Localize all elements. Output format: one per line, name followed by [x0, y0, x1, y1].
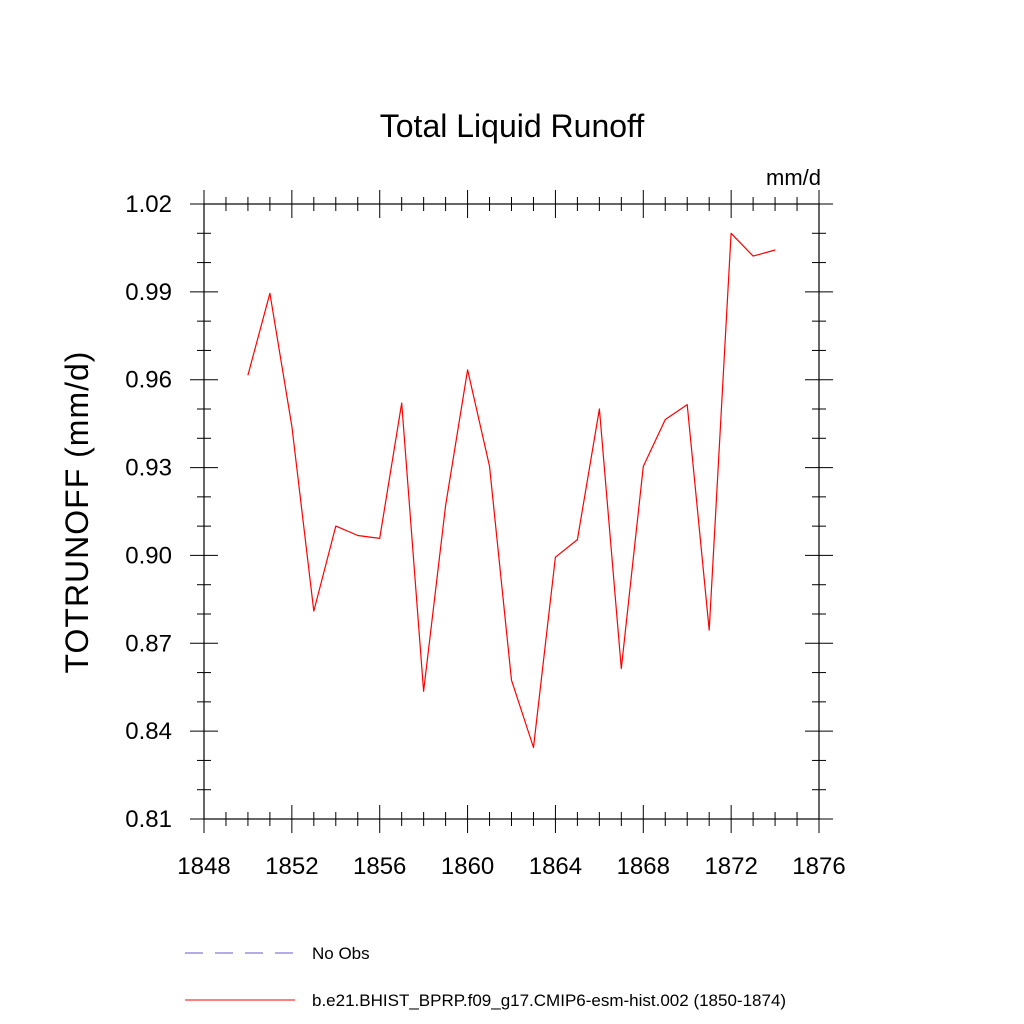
- y-tick-label: 0.90: [125, 542, 172, 569]
- x-tick-label: 1848: [177, 853, 230, 880]
- x-tick-label: 1860: [441, 853, 494, 880]
- y-tick-label: 1.02: [125, 191, 172, 218]
- chart-title: Total Liquid Runoff: [380, 108, 645, 144]
- y-axis-label: TOTRUNOFF (mm/d): [59, 351, 95, 674]
- y-tick-label: 0.81: [125, 806, 172, 833]
- y-tick-label: 0.96: [125, 367, 172, 394]
- units-label: mm/d: [766, 165, 821, 190]
- y-tick-label: 0.87: [125, 630, 172, 657]
- legend-label-no-obs: No Obs: [312, 944, 370, 963]
- y-tick-label: 0.93: [125, 455, 172, 482]
- legend-label-model-run: b.e21.BHIST_BPRP.f09_g17.CMIP6-esm-hist.…: [312, 991, 786, 1010]
- legend: No Obs b.e21.BHIST_BPRP.f09_g17.CMIP6-es…: [185, 944, 786, 1010]
- x-tick-labels: 1848 1852 1856 1860 1864 1868 1872 1876: [177, 853, 845, 880]
- x-tick-label: 1852: [265, 853, 318, 880]
- series-line: [247, 232, 776, 749]
- x-tick-label: 1856: [353, 853, 406, 880]
- axis-ticks: [190, 190, 833, 833]
- x-tick-label: 1864: [529, 853, 582, 880]
- y-tick-label: 0.84: [125, 718, 172, 745]
- plot-frame: [203, 203, 820, 820]
- x-tick-label: 1872: [704, 853, 757, 880]
- x-tick-label: 1876: [792, 853, 845, 880]
- y-tick-label: 0.99: [125, 279, 172, 306]
- x-tick-label: 1868: [617, 853, 670, 880]
- series-layer: [247, 232, 776, 749]
- y-tick-labels: 0.81 0.84 0.87 0.90 0.93 0.96 0.99 1.02: [125, 191, 172, 833]
